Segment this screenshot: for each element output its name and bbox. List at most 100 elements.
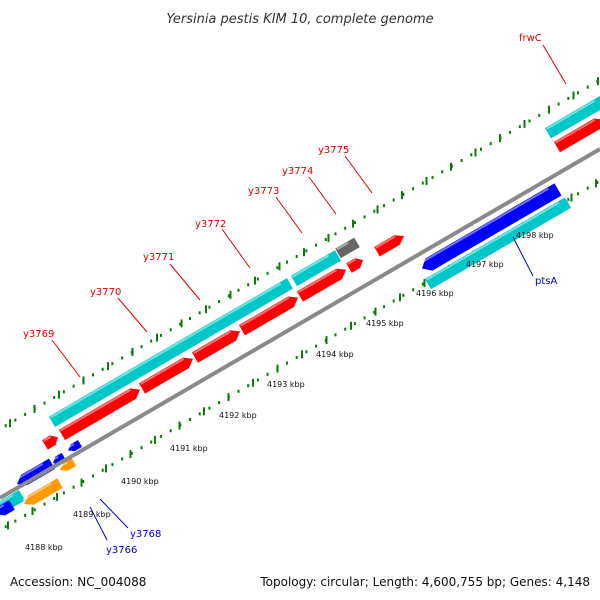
- gene-label-y3768: y3768: [130, 529, 161, 540]
- cds-reverse-left-highlight: [0, 504, 5, 512]
- ruler-dot: [295, 254, 298, 258]
- cds-y3771-shape: [191, 330, 240, 363]
- ruler-dot: [383, 204, 385, 208]
- ruler-dot: [353, 221, 356, 225]
- ruler-dot: [266, 372, 269, 376]
- genome-backbone: [0, 147, 600, 500]
- ruler-dot: [412, 187, 415, 191]
- ruler-dot: [111, 362, 114, 366]
- ruler-dot: [101, 367, 104, 371]
- ruler-dot: [286, 260, 288, 264]
- leader-frwC: [542, 44, 567, 85]
- ruler-dot: [567, 197, 570, 201]
- ruler-dot: [150, 440, 153, 444]
- leader-y3772: [221, 228, 251, 269]
- gray-feature-shape: [335, 237, 360, 259]
- ruler-dot: [237, 389, 240, 393]
- ruler-dot: [33, 508, 36, 512]
- gene-cyan-ptsA-shape: [424, 197, 572, 290]
- cds-ptsA: [419, 183, 562, 271]
- ruler-dot: [4, 424, 7, 428]
- gene-label-y3773: y3773: [248, 186, 279, 197]
- ruler-dot: [14, 519, 17, 523]
- ruler-dot: [218, 401, 221, 405]
- leader-y3768: [99, 498, 129, 529]
- ruler-dot: [577, 192, 579, 196]
- ruler-dot: [431, 175, 434, 179]
- ruler-label-4193: 4193 kbp: [267, 380, 305, 389]
- ruler-dot: [43, 502, 46, 506]
- cds-ptsA-highlight: [419, 187, 549, 265]
- gene-cyan-y3773-highlight: [292, 254, 330, 278]
- ruler-dot: [121, 457, 124, 461]
- ruler-dot: [92, 373, 94, 377]
- ruler-dot: [72, 384, 75, 388]
- gene-label-y3766: y3766: [106, 545, 137, 556]
- gene-cyan-frwC-shape: [544, 95, 600, 139]
- ruler-dot: [509, 130, 512, 134]
- ruler-dot: [43, 401, 46, 405]
- cds-y3770-shape: [138, 357, 193, 394]
- gene-cyan-y3773: [290, 250, 342, 287]
- ruler-dot: [373, 209, 376, 213]
- ruler-dot: [344, 327, 347, 331]
- ruler-dot: [121, 356, 124, 360]
- ruler-dot: [489, 142, 492, 146]
- leader-y3769: [51, 339, 81, 378]
- cds-y3775-highlight: [375, 235, 396, 249]
- gene-cyan-y3769-y3772-highlight: [50, 282, 282, 419]
- ruler-dot: [62, 390, 65, 394]
- gene-label-y3772: y3772: [195, 219, 226, 230]
- gene-cyan-y3773-shape: [290, 250, 342, 287]
- ruler-dot: [130, 451, 133, 455]
- topology-text: Topology: circular; Length: 4,600,755 bp…: [259, 575, 590, 589]
- leader-y3770: [117, 297, 148, 333]
- cds-reverse-a: [15, 458, 56, 486]
- cds-reverse-left: [0, 500, 15, 516]
- ruler-dot: [344, 226, 347, 230]
- leader-y3773: [275, 196, 303, 234]
- ruler-dot: [150, 339, 153, 343]
- cds-y3769-highlight: [43, 435, 52, 442]
- gene-cyan-frwC: [544, 95, 600, 139]
- ruler-dot: [169, 429, 172, 433]
- ruler-dot: [315, 344, 318, 348]
- ruler-dot: [256, 277, 259, 281]
- ruler-dot: [480, 147, 482, 151]
- ruler-dot: [247, 384, 250, 388]
- gene-cyan-ptsA: [424, 197, 572, 290]
- ruler-dot: [567, 96, 570, 100]
- ruler-dot: [62, 491, 65, 495]
- gene-label-y3771: y3771: [143, 252, 174, 263]
- cds-y3769-shape: [42, 435, 58, 450]
- ruler-label-4194: 4194 kbp: [316, 350, 354, 359]
- ruler-label-4196: 4196 kbp: [416, 289, 454, 298]
- ruler-dot: [538, 113, 541, 117]
- leader-ptsA: [512, 236, 534, 277]
- ruler-label-4191: 4191 kbp: [170, 444, 208, 453]
- ruler-labels: 4188 kbp 4189 kbp 4190 kbp 4191 kbp 4192…: [25, 231, 554, 552]
- ruler-dot: [324, 237, 327, 241]
- ruler-label-4198: 4198 kbp: [516, 231, 554, 240]
- ruler-dot: [577, 91, 579, 95]
- cds-y3771: [191, 330, 240, 363]
- ruler-dot: [159, 333, 162, 337]
- ruler-dot: [557, 102, 560, 106]
- ruler-dot: [295, 355, 298, 359]
- ruler-dot: [586, 85, 589, 89]
- cds-ptsA-shape: [422, 183, 562, 271]
- cds-y3769: [42, 435, 58, 450]
- cds-frwC: [553, 118, 600, 153]
- gene-labels: y3769 y3770 y3771 y3772 y3773 y3774 y377…: [23, 33, 557, 556]
- ruler-dot: [24, 412, 27, 416]
- gene-label-ptsA: ptsA: [535, 276, 557, 287]
- ruler-dot: [363, 215, 366, 219]
- ruler-dot: [208, 406, 211, 410]
- cds-frwC-highlight: [555, 118, 596, 144]
- ruler-label-4190: 4190 kbp: [121, 477, 159, 486]
- ruler-dot: [189, 316, 191, 320]
- ruler-dot: [402, 192, 405, 196]
- ruler-dot: [111, 463, 114, 467]
- ruler-dot: [159, 434, 162, 438]
- map-title: Yersinia pestis KIM 10, complete genome: [166, 12, 433, 27]
